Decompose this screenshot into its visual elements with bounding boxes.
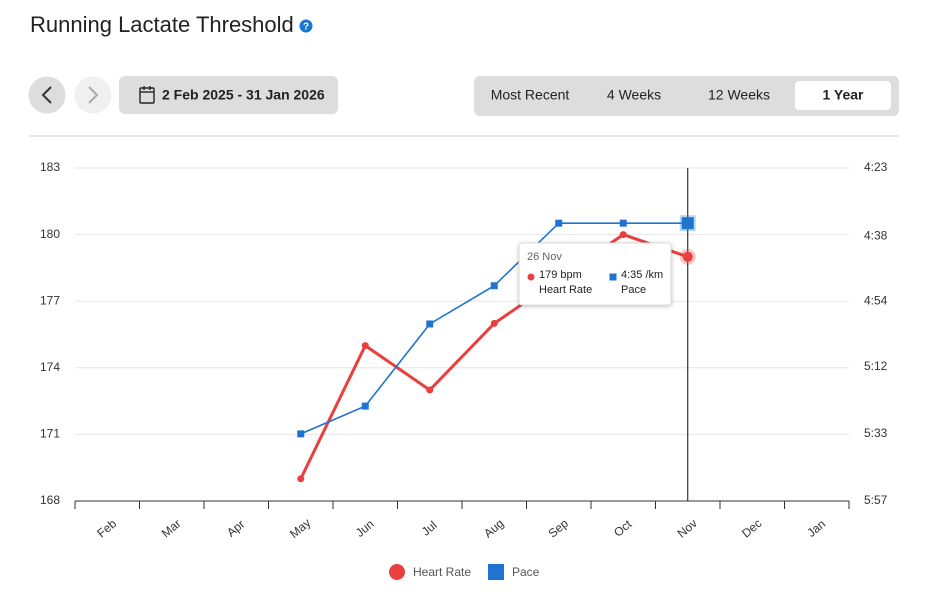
- tooltip-name: Pace: [621, 284, 646, 296]
- legend-marker[interactable]: [488, 564, 504, 580]
- marker: [361, 402, 369, 410]
- marker: [682, 251, 693, 262]
- tab-label[interactable]: 1 Year: [822, 87, 864, 103]
- tab-label[interactable]: Most Recent: [491, 87, 570, 103]
- marker: [361, 342, 369, 350]
- tooltip-name: Heart Rate: [539, 284, 592, 296]
- tooltip-date: 26 Nov: [527, 251, 562, 263]
- marker: [619, 231, 627, 239]
- marker: [490, 282, 498, 290]
- marker: [297, 430, 305, 438]
- y-tick-label: 174: [40, 360, 60, 374]
- next-icon: [88, 86, 99, 104]
- y2-tick-label: 4:38: [864, 228, 888, 242]
- y2-tick-label: 5:12: [864, 359, 888, 373]
- tooltip-marker: [609, 273, 617, 281]
- x-tick-label: May: [287, 516, 313, 541]
- tooltip-marker: [527, 273, 535, 281]
- x-tick-label: Jun: [353, 517, 377, 540]
- help-icon-text: ?: [303, 22, 309, 33]
- y2-tick-label: 4:23: [864, 160, 888, 174]
- marker: [490, 319, 498, 327]
- y-tick-label: 171: [40, 427, 60, 441]
- tab-group: [474, 76, 899, 116]
- y2-tick-label: 4:54: [864, 294, 888, 308]
- y2-tick-label: 5:57: [864, 493, 888, 507]
- marker: [555, 219, 563, 227]
- tab-label[interactable]: 4 Weeks: [607, 87, 661, 103]
- x-tick-label: Nov: [675, 516, 700, 540]
- calendar-icon: [139, 86, 155, 104]
- x-tick-label: Mar: [159, 516, 184, 540]
- prev-icon: [41, 86, 52, 104]
- tooltip-value: 179 bpm: [539, 269, 582, 281]
- prev-button[interactable]: [28, 76, 66, 114]
- marker: [297, 475, 305, 483]
- legend-marker[interactable]: [389, 564, 405, 580]
- legend-label[interactable]: Heart Rate: [413, 565, 471, 579]
- y-tick-label: 168: [40, 493, 60, 507]
- y2-tick-label: 5:33: [864, 426, 888, 440]
- x-tick-label: Jan: [804, 517, 828, 540]
- x-tick-label: Sep: [546, 516, 572, 541]
- y-tick-label: 183: [40, 160, 60, 174]
- x-tick-label: Jul: [419, 518, 440, 539]
- tooltip-box: [518, 242, 672, 306]
- x-tick-label: Aug: [481, 516, 506, 540]
- tooltip-value: 4:35 /km: [621, 269, 663, 281]
- page-title: Running Lactate Threshold: [30, 12, 294, 37]
- legend-label[interactable]: Pace: [512, 565, 540, 579]
- marker: [619, 219, 627, 227]
- date-range-button[interactable]: [119, 76, 338, 114]
- x-tick-label: Oct: [611, 517, 635, 540]
- tab-label[interactable]: 12 Weeks: [708, 87, 770, 103]
- marker: [426, 386, 434, 394]
- x-tick-label: Apr: [224, 517, 247, 540]
- help-icon[interactable]: [299, 19, 313, 33]
- tab-selected[interactable]: [795, 81, 891, 110]
- y-tick-label: 180: [40, 227, 60, 241]
- y-tick-label: 177: [40, 293, 60, 307]
- x-tick-label: Feb: [94, 516, 119, 540]
- date-range: 2 Feb 2025 - 31 Jan 2026: [162, 87, 325, 103]
- marker: [426, 320, 434, 328]
- marker: [681, 217, 694, 230]
- next-button[interactable]: [74, 76, 112, 114]
- x-tick-label: Dec: [739, 516, 764, 540]
